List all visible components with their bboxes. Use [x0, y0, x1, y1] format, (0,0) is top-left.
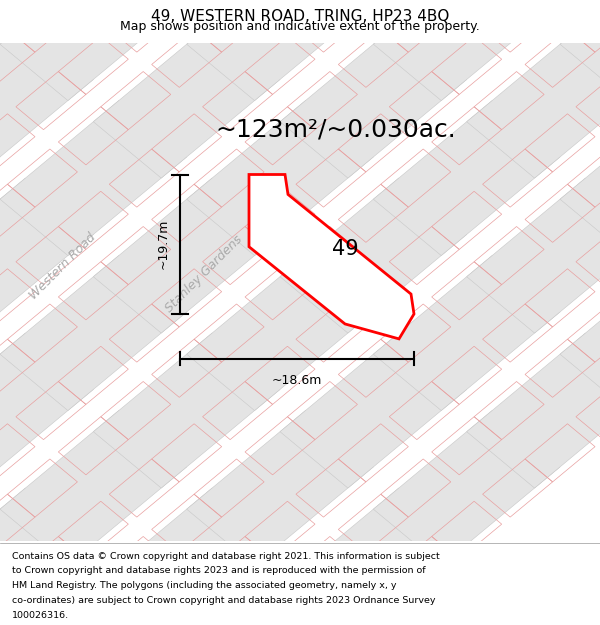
Polygon shape — [94, 23, 280, 178]
Polygon shape — [280, 488, 467, 625]
Polygon shape — [0, 411, 187, 566]
Polygon shape — [0, 23, 94, 178]
Polygon shape — [0, 488, 94, 625]
Polygon shape — [249, 174, 414, 339]
Polygon shape — [0, 0, 187, 101]
Polygon shape — [187, 101, 373, 256]
Polygon shape — [94, 488, 280, 625]
Polygon shape — [94, 0, 280, 23]
Polygon shape — [94, 333, 280, 488]
Polygon shape — [467, 23, 600, 178]
Text: HM Land Registry. The polygons (including the associated geometry, namely x, y: HM Land Registry. The polygons (includin… — [12, 581, 397, 590]
Text: Western Road: Western Road — [27, 231, 99, 302]
Text: ~123m²/~0.030ac.: ~123m²/~0.030ac. — [215, 118, 457, 142]
Polygon shape — [467, 333, 600, 488]
Text: Contains OS data © Crown copyright and database right 2021. This information is : Contains OS data © Crown copyright and d… — [12, 552, 440, 561]
Text: to Crown copyright and database rights 2023 and is reproduced with the permissio: to Crown copyright and database rights 2… — [12, 566, 425, 576]
Polygon shape — [373, 256, 560, 411]
Polygon shape — [560, 256, 600, 411]
Polygon shape — [373, 0, 560, 101]
Polygon shape — [187, 256, 373, 411]
Polygon shape — [0, 566, 187, 625]
Polygon shape — [280, 0, 467, 23]
Text: Map shows position and indicative extent of the property.: Map shows position and indicative extent… — [120, 20, 480, 33]
Polygon shape — [0, 178, 94, 333]
Polygon shape — [0, 256, 187, 411]
Polygon shape — [467, 178, 600, 333]
Polygon shape — [0, 333, 94, 488]
Text: co-ordinates) are subject to Crown copyright and database rights 2023 Ordnance S: co-ordinates) are subject to Crown copyr… — [12, 596, 436, 605]
Text: 100026316.: 100026316. — [12, 611, 69, 619]
Text: 49: 49 — [332, 239, 358, 259]
Polygon shape — [560, 101, 600, 256]
Polygon shape — [94, 178, 280, 333]
Text: Stanley Gardens: Stanley Gardens — [163, 233, 245, 315]
Polygon shape — [0, 0, 94, 23]
Polygon shape — [187, 566, 373, 625]
Polygon shape — [187, 0, 373, 101]
Polygon shape — [280, 23, 467, 178]
Polygon shape — [0, 101, 187, 256]
Polygon shape — [467, 0, 600, 23]
Polygon shape — [280, 178, 467, 333]
Polygon shape — [187, 411, 373, 566]
Polygon shape — [373, 101, 560, 256]
Text: ~18.6m: ~18.6m — [272, 374, 322, 387]
Text: ~19.7m: ~19.7m — [156, 219, 169, 269]
Polygon shape — [560, 0, 600, 101]
Polygon shape — [280, 333, 467, 488]
Text: 49, WESTERN ROAD, TRING, HP23 4BQ: 49, WESTERN ROAD, TRING, HP23 4BQ — [151, 9, 449, 24]
Polygon shape — [373, 411, 560, 566]
